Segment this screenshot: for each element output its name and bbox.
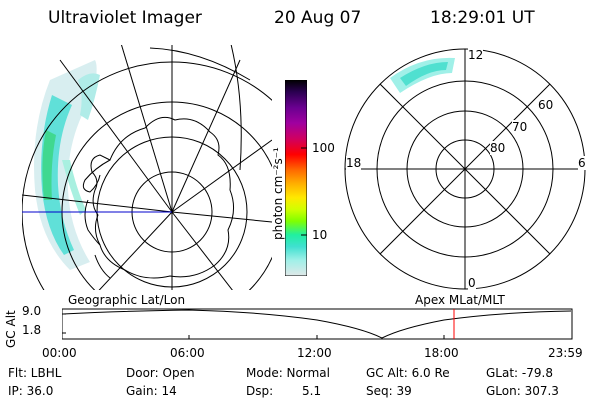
date-label: 20 Aug 07 (274, 8, 362, 28)
alt-tick-high: 9.0 (22, 304, 42, 318)
time-tick-1200: 12:00 (297, 346, 332, 360)
colorbar (285, 80, 307, 276)
mlt-label-0: 0 (468, 276, 476, 290)
antarctica-coastline (90, 116, 234, 279)
time-tick-2359: 23:59 (548, 346, 583, 360)
time-tick-1800: 18:00 (424, 346, 459, 360)
gain-status: Gain: 14 (126, 384, 177, 398)
time-tick-0600: 06:00 (170, 346, 205, 360)
mlat-label-80: 80 (490, 141, 506, 155)
alt-tick-low: 1.8 (22, 323, 42, 337)
geographic-caption: Geographic Lat/Lon (68, 293, 186, 307)
mlat-label-60: 60 (538, 98, 554, 112)
polar-mlat-mlt-plot (344, 48, 586, 290)
mlt-label-6: 6 (578, 156, 586, 170)
geographic-map (22, 45, 272, 290)
glon-status: GLon: 307.3 (486, 384, 559, 398)
colorbar-unit-label: photon cm⁻²s⁻¹ (271, 147, 285, 240)
ip-status: IP: 36.0 (8, 384, 54, 398)
dsp-value: 5.1 (302, 384, 322, 398)
alt-axis-label: GC Alt (4, 310, 18, 348)
altitude-curve (62, 309, 572, 339)
gc-alt-status: GC Alt: 6.0 Re (366, 366, 450, 380)
apex-caption: Apex MLat/MLT (415, 293, 505, 307)
instrument-title: Ultraviolet Imager (48, 8, 202, 28)
colorbar-tick-10: 10 (312, 228, 328, 242)
time-label: 18:29:01 UT (430, 8, 535, 28)
altitude-plot (62, 308, 573, 340)
filter-status: Flt: LBHL (8, 366, 62, 380)
glat-status: GLat: -79.8 (486, 366, 553, 380)
dsp-label: Dsp: (246, 384, 274, 398)
mlat-label-70: 70 (512, 120, 528, 134)
colorbar-tick-100: 100 (312, 141, 335, 155)
mlt-label-12: 12 (468, 48, 484, 62)
door-status: Door: Open (126, 366, 195, 380)
time-tick-0000: 00:00 (42, 346, 77, 360)
mlt-label-18: 18 (346, 156, 362, 170)
aurora-emission-left (34, 60, 100, 270)
mode-status: Mode: Normal (246, 366, 330, 380)
seq-status: Seq: 39 (366, 384, 412, 398)
